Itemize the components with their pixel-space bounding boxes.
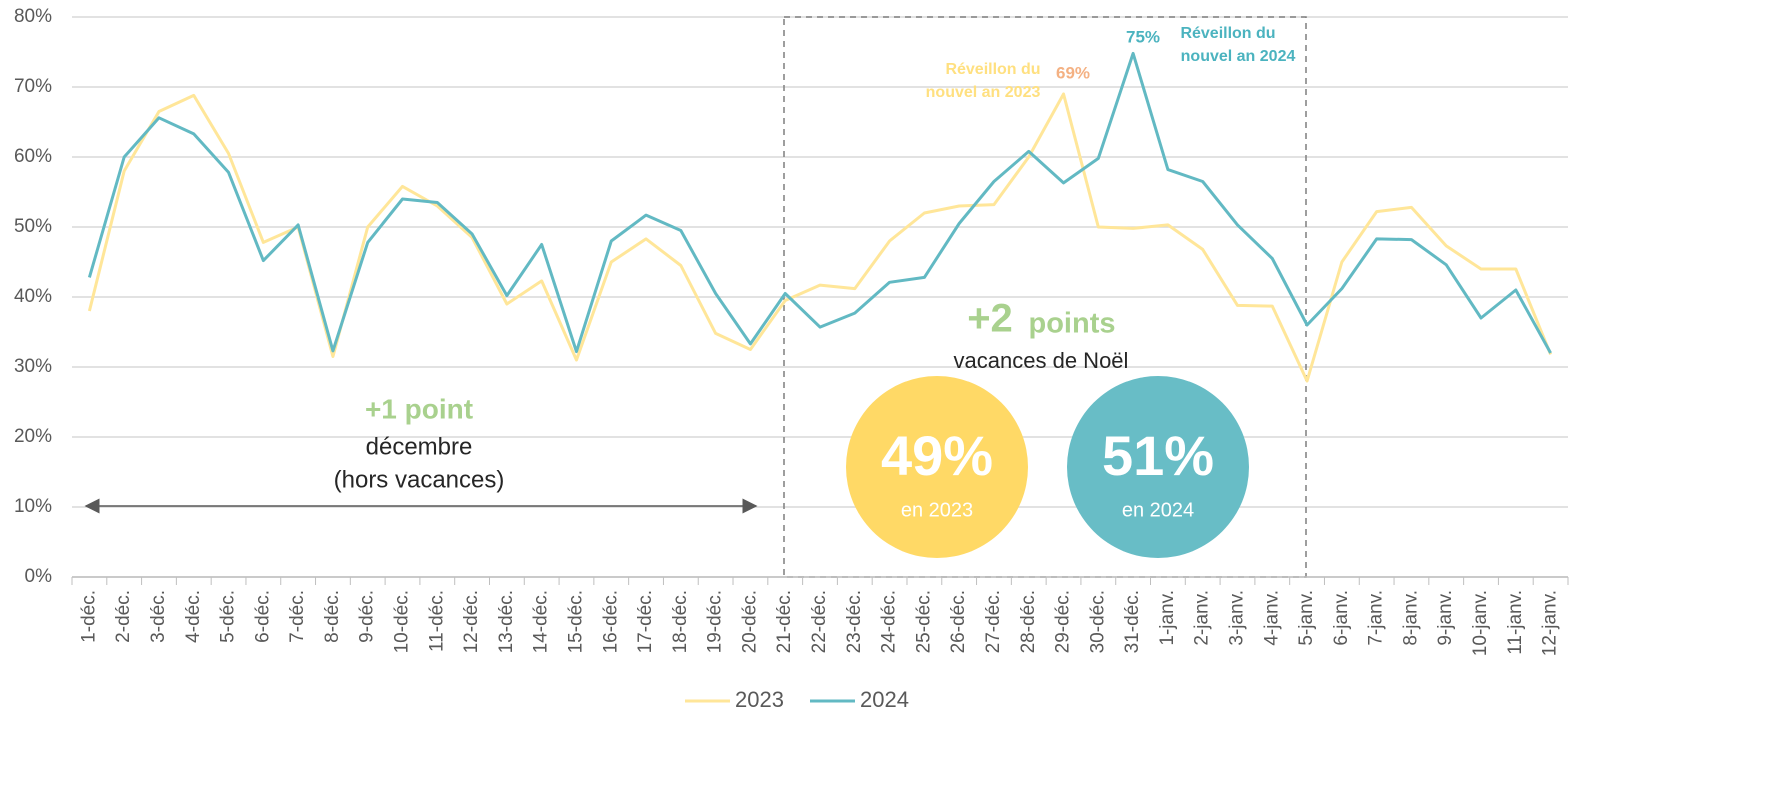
y-tick-label: 80% [14, 6, 52, 27]
x-tick-label: 9-janv. [1435, 590, 1456, 646]
x-tick-label: 11-janv. [1505, 590, 1526, 655]
x-tick-label: 3-déc. [148, 590, 169, 643]
annotation: en 2023 [901, 499, 973, 521]
x-tick-label: 7-déc. [287, 590, 308, 643]
y-tick-label: 60% [14, 146, 52, 167]
x-tick-label: 15-déc. [565, 590, 586, 653]
y-tick-label: 10% [14, 496, 52, 517]
x-tick-label: 6-janv. [1331, 590, 1352, 646]
circle-2023 [846, 376, 1028, 558]
x-tick-label: 19-déc. [705, 590, 726, 653]
x-tick-label: 10-déc. [392, 590, 413, 653]
annotation: 69% [1056, 63, 1090, 82]
y-tick-label: 0% [25, 566, 53, 587]
annotation: 49% [881, 424, 993, 487]
line-series [87, 51, 1552, 354]
x-tick-label: 2-janv. [1192, 590, 1213, 646]
x-tick-label: 9-déc. [357, 590, 378, 643]
x-tick-label: 5-janv. [1296, 590, 1317, 646]
x-tick-label: 1-janv. [1157, 590, 1178, 646]
x-tick-label: 10-janv. [1470, 590, 1491, 656]
circle-2024 [1067, 376, 1249, 558]
annotation: nouvel an 2023 [926, 84, 1041, 101]
y-tick-label: 50% [14, 216, 52, 237]
x-tick-label: 7-janv. [1366, 590, 1387, 646]
x-tick-label: 12-janv. [1540, 590, 1561, 656]
x-tick-label: 14-déc. [531, 590, 552, 653]
annotation: Réveillon du [1180, 25, 1275, 42]
x-tick-label: 8-janv. [1400, 590, 1421, 646]
legend-label: 2023 [735, 687, 784, 712]
annotation: décembre [366, 433, 473, 460]
x-tick-label: 4-déc. [183, 590, 204, 643]
x-tick-label: 21-déc. [774, 590, 795, 653]
y-tick-label: 30% [14, 356, 52, 377]
x-tick-label: 31-déc. [1122, 590, 1143, 653]
x-tick-label: 13-déc. [496, 590, 517, 653]
x-tick-label: 28-déc. [1018, 590, 1039, 653]
x-tick-label: 8-déc. [322, 590, 343, 643]
annotation: vacances de Noël [954, 348, 1129, 373]
annotation: (hors vacances) [334, 466, 505, 493]
x-tick-label: 17-déc. [635, 590, 656, 653]
x-tick-label: 26-déc. [948, 590, 969, 653]
annotation: en 2024 [1122, 499, 1194, 521]
line-series [87, 92, 1552, 383]
x-tick-label: 22-déc. [809, 590, 830, 653]
x-tick-label: 18-déc. [670, 590, 691, 653]
x-tick-label: 29-déc. [1053, 590, 1074, 653]
x-tick-label: 3-janv. [1227, 590, 1248, 646]
annotation: nouvel an 2024 [1181, 48, 1296, 65]
x-tick-label: 20-déc. [739, 590, 760, 653]
annotation: 75% [1126, 27, 1160, 46]
x-tick-label: 12-déc. [461, 590, 482, 653]
annotation: Réveillon du [945, 61, 1040, 78]
x-tick-label: 5-déc. [218, 590, 239, 643]
x-tick-label: 6-déc. [252, 590, 273, 643]
x-tick-label: 16-déc. [600, 590, 621, 653]
x-tick-label: 1-déc. [78, 590, 99, 643]
legend-label: 2024 [860, 687, 909, 712]
annotation: +2 [967, 297, 1013, 341]
x-tick-label: 11-déc. [426, 590, 447, 652]
annotation: 51% [1102, 424, 1214, 487]
x-tick-label: 24-déc. [879, 590, 900, 653]
x-tick-label: 25-déc. [913, 590, 934, 653]
annotation: points [1029, 308, 1116, 340]
x-tick-label: 30-déc. [1087, 590, 1108, 653]
y-tick-label: 70% [14, 76, 52, 97]
x-tick-label: 23-déc. [844, 590, 865, 653]
x-tick-label: 2-déc. [113, 590, 134, 643]
x-tick-label: 27-déc. [983, 590, 1004, 653]
x-tick-label: 4-janv. [1261, 590, 1282, 646]
annotation: +1 point [365, 393, 473, 424]
y-tick-label: 20% [14, 426, 52, 447]
y-tick-label: 40% [14, 286, 52, 307]
